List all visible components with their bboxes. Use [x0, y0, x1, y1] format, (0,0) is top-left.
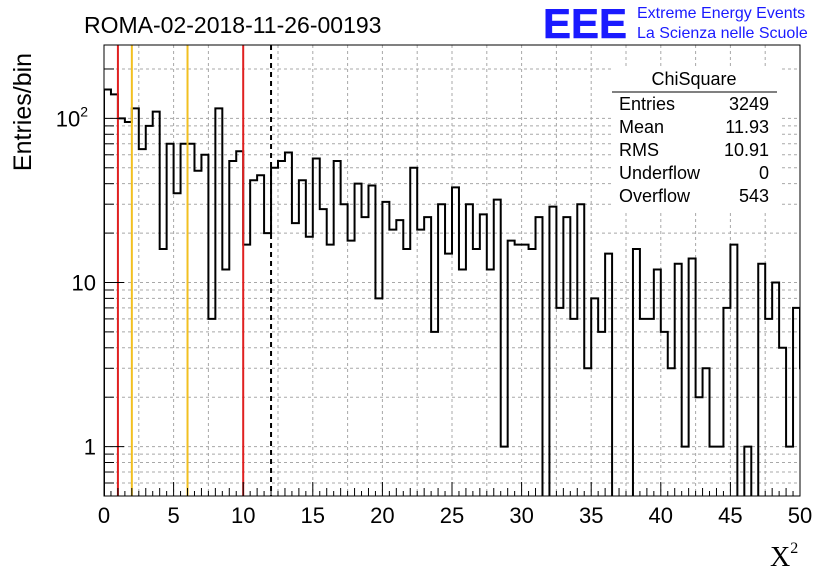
stats-value-rms: 10.91 [724, 140, 769, 160]
chart-title: ROMA-02-2018-11-26-00193 [84, 12, 381, 38]
x-tick-label: 50 [788, 503, 812, 528]
y-axis-label-group: Entries/bin [9, 53, 37, 171]
x-tick-label: 0 [98, 503, 110, 528]
y-axis-label: Entries/bin [9, 53, 37, 171]
stats-label-underflow: Underflow [619, 163, 701, 183]
marker-lines [116, 45, 273, 496]
stats-rows: Entries 3249 Mean 11.93 RMS 10.91 Underflow 0 Ov… [619, 94, 769, 206]
y-tick-label: 1 [84, 435, 96, 460]
x-tick-label: 5 [167, 503, 179, 528]
y-tick-label-base: 10 [56, 106, 80, 131]
x-tick-label: 45 [718, 503, 742, 528]
stats-value-mean: 11.93 [725, 117, 769, 137]
x-tick-label: 40 [649, 503, 673, 528]
x-tick-label: 10 [231, 503, 255, 528]
x-axis-label-superscript: 2 [790, 540, 798, 557]
stats-label-entries: Entries [619, 94, 675, 114]
histogram-bars [104, 88, 800, 496]
eee-logo-line2: La Scienza nelle Scuole [637, 25, 808, 42]
y-tick-label-base: 10 [72, 270, 96, 295]
x-axis-label-base: X [770, 542, 790, 572]
stats-label-mean: Mean [619, 117, 664, 137]
y-tick-label-exponent: 2 [80, 103, 88, 119]
stats-value-overflow: 543 [739, 186, 769, 206]
stats-label-overflow: Overflow [619, 186, 691, 206]
x-tick-label: 25 [440, 503, 464, 528]
eee-logo: EEE Extreme Energy Events La Scienza nel… [543, 0, 808, 47]
eee-logo-mark: EEE [543, 0, 627, 47]
x-tick-label: 35 [579, 503, 603, 528]
stats-label-rms: RMS [619, 140, 659, 160]
x-axis-label: X2 [770, 540, 798, 572]
stats-box-background [612, 66, 782, 210]
histogram-line [104, 88, 800, 496]
x-tick-label: 30 [509, 503, 533, 528]
stats-value-entries: 3249 [729, 94, 769, 114]
y-tick-label: 102 [56, 103, 88, 131]
x-tick-label: 20 [370, 503, 394, 528]
stats-box: ChiSquare Entries 3249 Mean 11.93 RMS 10.91 Un… [612, 66, 782, 210]
y-tick-label: 10 [72, 270, 96, 295]
stats-box-title: ChiSquare [651, 69, 736, 89]
stats-value-underflow: 0 [759, 163, 769, 183]
x-tick-label: 15 [301, 503, 325, 528]
y-tick-label-base: 1 [84, 435, 96, 460]
eee-logo-line1: Extreme Energy Events [637, 5, 805, 22]
